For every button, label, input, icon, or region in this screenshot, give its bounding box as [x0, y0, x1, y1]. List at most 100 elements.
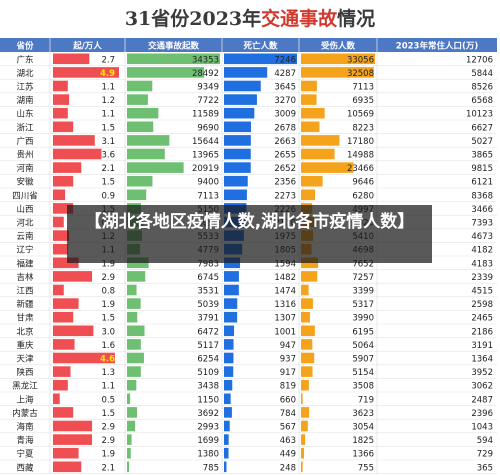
- injuries-bar: [301, 311, 310, 323]
- accidents-value: 9400: [197, 178, 219, 188]
- accidents-bar: [127, 121, 154, 133]
- rate-value: 1.5: [101, 409, 115, 419]
- accident-table-chart: 省份 起/万人 交通事故起数 死亡人数 受伤人数 2023年常住人口(万) 广东 2.7 343…: [0, 38, 497, 474]
- injuries-value: 7652: [352, 259, 374, 269]
- accidents-value: 1699: [197, 436, 219, 446]
- deaths-value: 660: [280, 395, 296, 405]
- accidents-value: 20919: [192, 164, 219, 174]
- deaths-bar: [224, 284, 239, 296]
- accidents-bar: [127, 366, 141, 377]
- deaths-bar: [224, 148, 251, 160]
- population-value: 9815: [471, 164, 493, 174]
- accidents-value: 785: [203, 463, 219, 473]
- injuries-bar: [301, 339, 313, 350]
- rate-bar: [53, 271, 93, 282]
- column-header: 2023年常住人口(万): [396, 41, 479, 52]
- accidents-bar: [127, 94, 148, 105]
- province-label: 河南: [16, 163, 33, 174]
- injuries-value: 3990: [352, 314, 374, 324]
- accidents-bar: [127, 80, 153, 92]
- accidents-value: 1150: [197, 395, 219, 405]
- rate-value: 3.1: [101, 137, 115, 147]
- rate-value: 3.6: [101, 151, 115, 161]
- deaths-value: 2655: [274, 151, 296, 161]
- population-value: 594: [477, 436, 493, 446]
- deaths-bar: [224, 162, 251, 173]
- rate-bar: [53, 135, 95, 146]
- province-label: 西藏: [16, 462, 34, 473]
- accidents-bar: [127, 271, 146, 282]
- rate-value: 1.6: [101, 341, 115, 351]
- injuries-value: 755: [358, 463, 374, 473]
- population-value: 2339: [471, 273, 493, 283]
- column-header: 省份: [15, 41, 34, 52]
- accidents-bar: [127, 393, 131, 405]
- rate-bar: [53, 94, 70, 105]
- population-value: 5027: [471, 137, 493, 147]
- population-value: 2487: [471, 395, 493, 405]
- province-label: 河北: [16, 218, 34, 229]
- rate-value: 1.5: [101, 314, 115, 324]
- deaths-bar: [224, 67, 268, 78]
- population-value: 8526: [471, 83, 493, 93]
- injuries-value: 7257: [352, 273, 374, 283]
- injuries-value: 32508: [347, 69, 374, 79]
- injuries-value: 5907: [352, 355, 374, 365]
- injuries-value: 6280: [352, 191, 374, 201]
- deaths-value: 947: [280, 341, 296, 351]
- province-label: 天津: [16, 354, 34, 365]
- population-value: 3062: [471, 382, 493, 392]
- population-value: 2186: [471, 327, 493, 337]
- deaths-bar: [224, 94, 257, 105]
- rate-bar: [53, 53, 90, 65]
- deaths-bar: [224, 339, 234, 350]
- rate-bar: [53, 339, 75, 350]
- deaths-value: 917: [280, 368, 296, 378]
- population-value: 10123: [466, 110, 493, 120]
- deaths-bar: [224, 352, 234, 364]
- accidents-bar: [127, 352, 144, 364]
- deaths-value: 2652: [274, 164, 296, 174]
- deaths-bar: [224, 325, 235, 337]
- deaths-value: 1307: [274, 314, 296, 324]
- rate-bar: [53, 257, 79, 269]
- deaths-value: 2356: [274, 178, 296, 188]
- accidents-bar: [127, 379, 137, 391]
- accidents-value: 2993: [197, 423, 219, 433]
- deaths-bar: [224, 366, 234, 377]
- injuries-value: 9646: [352, 178, 374, 188]
- population-value: 3952: [471, 368, 493, 378]
- accidents-value: 15644: [192, 137, 219, 147]
- province-label: 云南: [16, 231, 33, 242]
- chart-title: 31省份2023年交通事故情况: [0, 0, 500, 38]
- rate-bar: [53, 107, 68, 119]
- injuries-bar: [301, 94, 317, 105]
- accidents-value: 7983: [197, 259, 219, 269]
- rate-bar: [53, 243, 68, 255]
- rate-bar: [53, 284, 64, 296]
- rate-value: 0.5: [101, 395, 115, 405]
- accidents-value: 3692: [197, 409, 219, 419]
- province-label: 宁夏: [16, 449, 34, 460]
- accidents-value: 5117: [197, 341, 219, 351]
- rate-bar: [53, 148, 102, 160]
- population-value: 729: [477, 450, 493, 460]
- rate-value: 0.9: [101, 191, 115, 201]
- injuries-bar: [301, 284, 309, 296]
- accidents-bar: [127, 434, 132, 445]
- title-part-2: 交通事故: [261, 8, 338, 30]
- injuries-value: 3399: [352, 287, 374, 297]
- accidents-bar: [127, 311, 138, 323]
- rate-bar: [53, 366, 71, 377]
- rate-bar: [53, 67, 119, 78]
- accidents-value: 13965: [192, 151, 219, 161]
- province-label: 四川省: [12, 190, 38, 201]
- population-value: 6121: [471, 178, 493, 188]
- injuries-bar: [301, 434, 306, 445]
- injuries-bar: [301, 271, 318, 282]
- rate-bar: [53, 311, 74, 323]
- injuries-value: 5317: [352, 300, 374, 310]
- injuries-bar: [301, 148, 335, 160]
- injuries-value: 23466: [347, 164, 374, 174]
- injuries-value: 17180: [347, 137, 374, 147]
